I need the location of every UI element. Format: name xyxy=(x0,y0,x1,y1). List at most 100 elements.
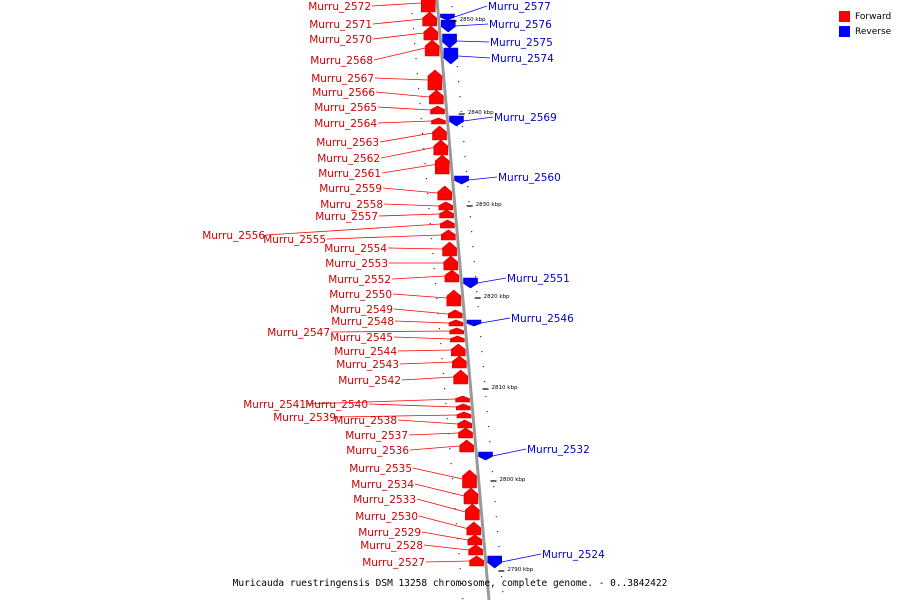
forward-gene-label[interactable]: Murru_2556 xyxy=(202,230,265,242)
forward-gene-label[interactable]: Murru_2548 xyxy=(331,316,394,328)
forward-gene-label[interactable]: Murru_2561 xyxy=(318,168,381,180)
forward-gene-murru_2563[interactable] xyxy=(432,125,447,141)
reverse-gene-murru_2569[interactable] xyxy=(449,115,464,127)
forward-gene-label[interactable]: Murru_2554 xyxy=(324,243,387,255)
forward-gene-label[interactable]: Murru_2543 xyxy=(336,359,399,371)
forward-gene-murru_2561[interactable] xyxy=(434,154,450,175)
forward-gene-label[interactable]: Murru_2567 xyxy=(311,73,374,85)
forward-gene-label[interactable]: Murru_2559 xyxy=(319,183,382,195)
forward-gene-label[interactable]: Murru_2563 xyxy=(316,137,379,149)
reverse-gene-murru_2551[interactable] xyxy=(463,277,478,289)
forward-gene-murru_2527[interactable] xyxy=(469,555,484,567)
forward-gene-murru_2564[interactable] xyxy=(431,117,446,125)
reverse-gene-murru_2560[interactable] xyxy=(454,175,469,185)
forward-gene-label[interactable]: Murru_2555 xyxy=(263,234,326,246)
forward-gene-murru_2562[interactable] xyxy=(433,139,449,156)
reverse-gene-label[interactable]: Murru_2574 xyxy=(491,53,554,65)
forward-gene-label[interactable]: Murru_2538 xyxy=(334,415,397,427)
reverse-gene-murru_2577[interactable] xyxy=(440,13,455,21)
reverse-gene-murru_2575[interactable] xyxy=(442,33,457,49)
forward-gene-murru_2559[interactable] xyxy=(437,185,453,201)
forward-gene-murru_2553[interactable] xyxy=(443,255,459,271)
forward-gene-murru_2530[interactable] xyxy=(466,521,482,536)
forward-gene-label[interactable]: Murru_2533 xyxy=(353,494,416,506)
forward-gene-label[interactable]: Murru_2534 xyxy=(351,479,414,491)
forward-gene-label[interactable]: Murru_2562 xyxy=(317,153,380,165)
forward-gene-murru_2550[interactable] xyxy=(446,289,462,307)
reverse-gene-murru_2532[interactable] xyxy=(478,451,493,461)
forward-gene-label[interactable]: Murru_2550 xyxy=(329,289,392,301)
forward-gene-murru_2536[interactable] xyxy=(459,439,474,453)
forward-gene-murru_2534[interactable] xyxy=(463,487,479,505)
forward-gene-murru_2570[interactable] xyxy=(423,25,439,41)
forward-gene-murru_2565[interactable] xyxy=(430,105,445,115)
forward-gene-label[interactable]: Murru_2565 xyxy=(314,102,377,114)
reverse-gene-murru_2576[interactable] xyxy=(440,19,456,33)
reverse-gene-label[interactable]: Murru_2546 xyxy=(511,313,574,325)
reverse-gene-murru_2524[interactable] xyxy=(487,555,503,569)
forward-gene-label[interactable]: Murru_2572 xyxy=(308,1,371,13)
forward-gene-murru_2543[interactable] xyxy=(452,355,467,369)
forward-gene-label[interactable]: Murru_2536 xyxy=(346,445,409,457)
forward-gene-label[interactable]: Murru_2539 xyxy=(273,412,336,424)
reverse-gene-murru_2546[interactable] xyxy=(466,319,482,327)
reverse-gene-label[interactable]: Murru_2569 xyxy=(494,112,557,124)
forward-gene-murru_2533[interactable] xyxy=(465,503,480,521)
forward-gene-murru_2568[interactable] xyxy=(424,39,440,57)
forward-gene-label[interactable]: Murru_2557 xyxy=(315,211,378,223)
forward-gene-label[interactable]: Murru_2544 xyxy=(334,346,397,358)
forward-gene-murru_2528[interactable] xyxy=(468,544,483,556)
forward-gene-label[interactable]: Murru_2549 xyxy=(330,304,393,316)
forward-gene-murru_2542[interactable] xyxy=(453,369,468,385)
forward-gene-label[interactable]: Murru_2542 xyxy=(338,375,401,387)
forward-gene-murru_2540[interactable] xyxy=(455,403,471,411)
forward-gene-murru_2567[interactable] xyxy=(427,69,443,91)
forward-gene-murru_2557[interactable] xyxy=(439,209,454,219)
forward-gene-label[interactable]: Murru_2558 xyxy=(320,199,383,211)
forward-gene-label[interactable]: Murru_2564 xyxy=(314,118,377,130)
forward-gene-murru_2544[interactable] xyxy=(451,343,466,357)
forward-gene-label[interactable]: Murru_2527 xyxy=(362,557,425,569)
reverse-gene-label[interactable]: Murru_2551 xyxy=(507,273,570,285)
forward-gene-murru_2539[interactable] xyxy=(456,411,472,419)
forward-gene-murru_2566[interactable] xyxy=(429,89,444,105)
forward-gene-label[interactable]: Murru_2568 xyxy=(310,55,373,67)
reverse-gene-label[interactable]: Murru_2577 xyxy=(488,1,551,13)
reverse-gene-label[interactable]: Murru_2524 xyxy=(542,549,605,561)
forward-gene-label[interactable]: Murru_2530 xyxy=(355,511,418,523)
forward-gene-label[interactable]: Murru_2552 xyxy=(328,274,391,286)
forward-gene-murru_2529[interactable] xyxy=(467,534,483,546)
forward-gene-label[interactable]: Murru_2528 xyxy=(360,540,423,552)
reverse-gene-label[interactable]: Murru_2532 xyxy=(527,444,590,456)
forward-gene-murru_2558[interactable] xyxy=(438,201,454,211)
forward-gene-label[interactable]: Murru_2570 xyxy=(309,34,372,46)
forward-gene-murru_2541[interactable] xyxy=(455,395,470,403)
forward-gene-label[interactable]: Murru_2571 xyxy=(309,19,372,31)
reverse-gene-label[interactable]: Murru_2560 xyxy=(498,172,561,184)
forward-gene-murru_2552[interactable] xyxy=(444,269,460,283)
forward-gene-murru_2545[interactable] xyxy=(450,335,465,343)
forward-gene-label[interactable]: Murru_2541 xyxy=(243,399,306,411)
reverse-gene-murru_2574[interactable] xyxy=(443,47,459,65)
forward-gene-murru_2572[interactable] xyxy=(420,0,436,13)
forward-gene-murru_2535[interactable] xyxy=(462,469,477,489)
forward-gene-murru_2556[interactable] xyxy=(440,219,455,229)
forward-gene-label[interactable]: Murru_2553 xyxy=(325,258,388,270)
forward-gene-murru_2537[interactable] xyxy=(458,427,473,439)
reverse-gene-label[interactable]: Murru_2576 xyxy=(489,19,552,31)
forward-gene-murru_2555[interactable] xyxy=(441,229,456,241)
forward-gene-label[interactable]: Murru_2537 xyxy=(345,430,408,442)
forward-gene-label[interactable]: Murru_2566 xyxy=(312,87,375,99)
forward-gene-murru_2571[interactable] xyxy=(422,11,437,27)
forward-gene-label[interactable]: Murru_2540 xyxy=(305,399,368,411)
forward-gene-murru_2548[interactable] xyxy=(448,319,464,327)
forward-gene-label[interactable]: Murru_2529 xyxy=(358,527,421,539)
forward-gene-label[interactable]: Murru_2547 xyxy=(267,327,330,339)
forward-gene-label[interactable]: Murru_2545 xyxy=(330,332,393,344)
forward-gene-murru_2554[interactable] xyxy=(442,241,457,257)
forward-gene-label[interactable]: Murru_2535 xyxy=(349,463,412,475)
forward-gene-murru_2538[interactable] xyxy=(457,419,473,429)
forward-gene-murru_2549[interactable] xyxy=(447,309,463,319)
reverse-gene-label[interactable]: Murru_2575 xyxy=(490,37,553,49)
forward-gene-murru_2547[interactable] xyxy=(449,327,464,335)
